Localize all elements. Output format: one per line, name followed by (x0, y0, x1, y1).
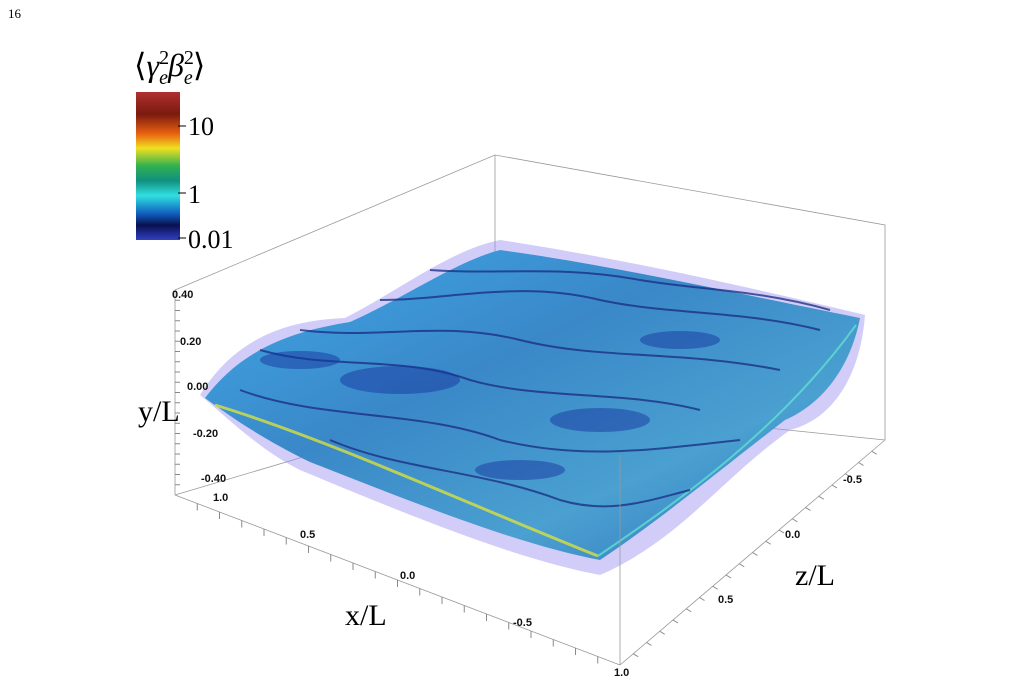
math-part: e (184, 67, 193, 89)
x-tick-label: 0.0 (400, 570, 415, 582)
y-tick-label: -0.20 (193, 428, 218, 440)
x-tick-label: 1.0 (213, 492, 228, 504)
minor-tick (699, 597, 705, 601)
z-tick-label: 0.5 (718, 594, 733, 606)
y-axis-label: y/L (138, 395, 180, 428)
math-part: e (159, 67, 168, 89)
colorbar-title: ⟨γ2eγβ2eβ⟩ (134, 47, 205, 89)
x-tick-label: 0.5 (300, 529, 315, 541)
minor-tick (659, 630, 666, 635)
minor-tick (765, 540, 772, 545)
z-tick-label: -0.5 (843, 474, 862, 486)
minor-tick (672, 619, 679, 624)
minor-tick (858, 462, 864, 466)
minor-tick (712, 585, 719, 590)
z-tick-label: 1.0 (614, 667, 629, 679)
z-axis-label: z/L (795, 559, 835, 592)
minor-tick (738, 563, 745, 568)
minor-tick (632, 653, 639, 658)
x-tick-label: -0.5 (513, 617, 532, 629)
minor-tick (752, 552, 758, 556)
colorbar-tick-label: 0.01 (188, 225, 234, 254)
minor-tick (725, 574, 732, 579)
minor-tick (844, 473, 851, 478)
colorbar-ticks: 10 1 0.01 (178, 112, 234, 254)
x-axis-label: x/L (345, 599, 387, 632)
math-part: 2 (184, 47, 194, 69)
minor-tick (685, 608, 692, 613)
math-part: 2 (159, 47, 169, 69)
z-tick-label: 0.0 (785, 529, 800, 541)
colorbar-tick-label: 1 (188, 180, 201, 209)
y-tick-label: 0.40 (172, 289, 193, 301)
page-number: 16 (8, 6, 22, 21)
minor-tick (831, 484, 838, 489)
minor-ticks (175, 299, 878, 664)
colorbar (136, 92, 180, 240)
minor-tick (646, 642, 652, 646)
math-part: ⟩ (193, 47, 205, 83)
minor-tick (805, 507, 811, 511)
colorbar-tick-label: 10 (188, 112, 214, 141)
y-tick-label: -0.40 (201, 473, 226, 485)
y-tick-label: 0.20 (180, 336, 201, 348)
minor-tick (818, 495, 825, 500)
math-part: γ (146, 47, 160, 83)
math-part: ⟨ (134, 47, 146, 83)
math-part: β (167, 47, 184, 83)
y-tick-label: 0.00 (187, 381, 208, 393)
minor-tick (778, 529, 785, 534)
surface (200, 240, 865, 575)
minor-tick (871, 450, 878, 455)
minor-tick (791, 518, 798, 523)
